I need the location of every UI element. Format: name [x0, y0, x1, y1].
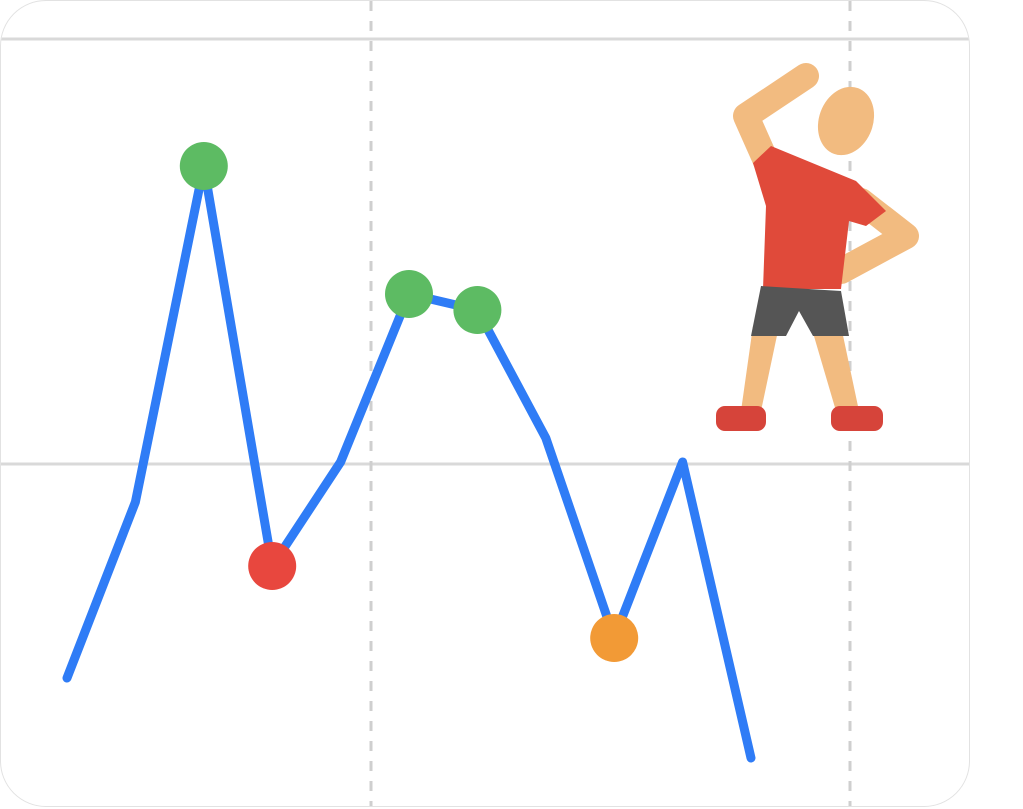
data-point-marker	[179, 142, 228, 190]
data-point-marker	[590, 614, 639, 662]
series-markers	[179, 142, 639, 662]
person-right-shoe	[831, 406, 883, 431]
data-point-marker	[385, 270, 433, 318]
person-right-leg	[811, 326, 859, 411]
person-shirt	[753, 146, 886, 289]
person-raised-arm	[733, 63, 819, 174]
series-line	[62, 161, 756, 763]
person-left-leg	[741, 326, 779, 411]
data-point-marker	[248, 542, 297, 590]
person-shorts	[751, 286, 849, 336]
stretching-person-icon	[716, 63, 919, 431]
chart-card	[0, 0, 970, 807]
person-left-shoe	[716, 406, 766, 431]
person-head	[817, 86, 875, 156]
data-point-marker	[453, 286, 502, 334]
line-chart	[1, 1, 969, 806]
